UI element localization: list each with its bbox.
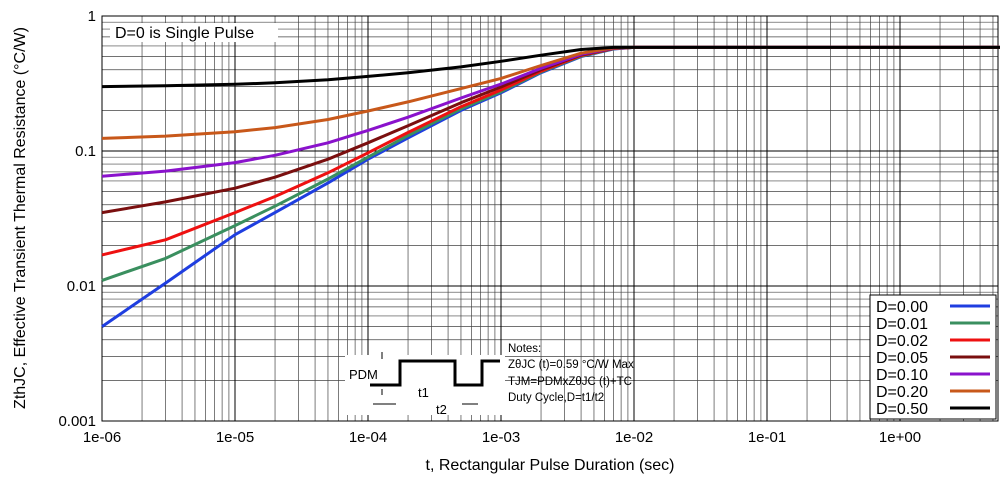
x-tick-label: 1e-01: [748, 429, 786, 446]
y-tick-label: 0.1: [75, 143, 96, 160]
legend: D=0.00D=0.01D=0.02D=0.05D=0.10D=0.20D=0.…: [869, 294, 997, 420]
legend-label: D=0.05: [876, 350, 928, 367]
legend-label: D=0.20: [876, 384, 928, 401]
x-tick-label: 1e-03: [482, 429, 520, 446]
series-lines: [101, 45, 1000, 328]
x-tick-label: 1e+00: [879, 429, 921, 446]
x-axis-title: t, Rectangular Pulse Duration (sec): [426, 457, 675, 474]
x-tick-label: 1e-02: [615, 429, 653, 446]
x-tick-labels: 1e-06 1e-05 1e-04 1e-03 1e-02 1e-01 1e+00: [83, 429, 921, 446]
series-line-d-0-50: [101, 45, 1000, 89]
y-tick-label: 0.01: [67, 278, 96, 295]
notes-line-2: TJM=PDMxZθJC (t)+TC: [508, 376, 632, 388]
x-tick-label: 1e-05: [216, 429, 254, 446]
pdm-label: PDM: [349, 367, 378, 382]
notes-heading: Notes:: [508, 343, 541, 355]
notes-block: Notes: ZθJC (t)=0.59 °C/W Max TJM=PDMxZθ…: [508, 343, 634, 404]
legend-label: D=0.10: [876, 367, 928, 384]
x-tick-label: 1e-06: [83, 429, 121, 446]
t1-label: t1: [418, 385, 429, 400]
legend-label: D=0.02: [876, 333, 928, 350]
x-tick-label: 1e-04: [349, 429, 387, 446]
single-pulse-note-box: [110, 23, 278, 42]
single-pulse-note: D=0 is Single Pulse: [115, 25, 254, 42]
y-tick-labels: 0.001 0.01 0.1 1: [58, 8, 96, 430]
y-axis-title: ZthJC, Effective Transient Thermal Resis…: [12, 27, 29, 409]
notes-line-3: Duty Cycle,D=t1/t2: [508, 392, 604, 404]
legend-label: D=0.01: [876, 316, 928, 333]
y-tick-label: 1: [88, 8, 96, 25]
pulse-waveform: [370, 359, 500, 387]
t2-label: t2: [436, 402, 447, 417]
legend-label: D=0.00: [876, 299, 928, 316]
pulse-waveform-inset: PDM t1 t2: [345, 352, 505, 417]
plot-frame: [101, 15, 999, 422]
notes-line-1: ZθJC (t)=0.59 °C/W Max: [508, 359, 634, 371]
legend-label: D=0.50: [876, 401, 928, 418]
y-tick-label: 0.001: [58, 413, 96, 430]
